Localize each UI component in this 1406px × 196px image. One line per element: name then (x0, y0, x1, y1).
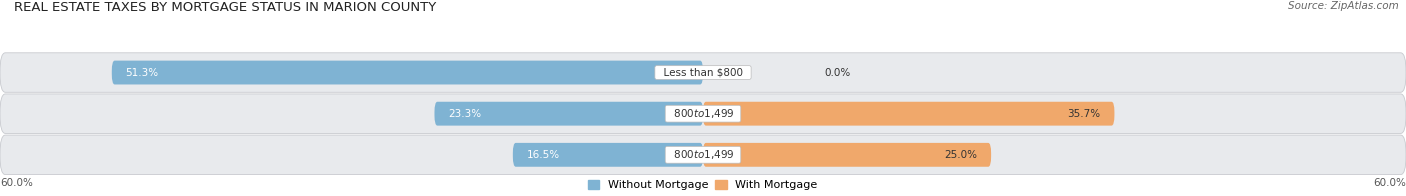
FancyBboxPatch shape (0, 135, 1406, 175)
Legend: Without Mortgage, With Mortgage: Without Mortgage, With Mortgage (588, 180, 818, 191)
Text: 0.0%: 0.0% (824, 68, 851, 78)
FancyBboxPatch shape (0, 53, 1406, 92)
Text: $800 to $1,499: $800 to $1,499 (666, 107, 740, 120)
Text: REAL ESTATE TAXES BY MORTGAGE STATUS IN MARION COUNTY: REAL ESTATE TAXES BY MORTGAGE STATUS IN … (14, 1, 436, 14)
FancyBboxPatch shape (434, 102, 703, 126)
FancyBboxPatch shape (703, 143, 991, 167)
Text: 25.0%: 25.0% (945, 150, 977, 160)
Text: Source: ZipAtlas.com: Source: ZipAtlas.com (1288, 1, 1399, 11)
Text: 51.3%: 51.3% (125, 68, 159, 78)
FancyBboxPatch shape (703, 102, 1115, 126)
Text: $800 to $1,499: $800 to $1,499 (666, 148, 740, 161)
Text: 23.3%: 23.3% (449, 109, 481, 119)
Text: Less than $800: Less than $800 (657, 68, 749, 78)
Text: 60.0%: 60.0% (1374, 178, 1406, 188)
FancyBboxPatch shape (513, 143, 703, 167)
FancyBboxPatch shape (112, 61, 703, 84)
Text: 35.7%: 35.7% (1067, 109, 1101, 119)
FancyBboxPatch shape (0, 94, 1406, 133)
Text: 16.5%: 16.5% (527, 150, 560, 160)
Text: 60.0%: 60.0% (0, 178, 32, 188)
